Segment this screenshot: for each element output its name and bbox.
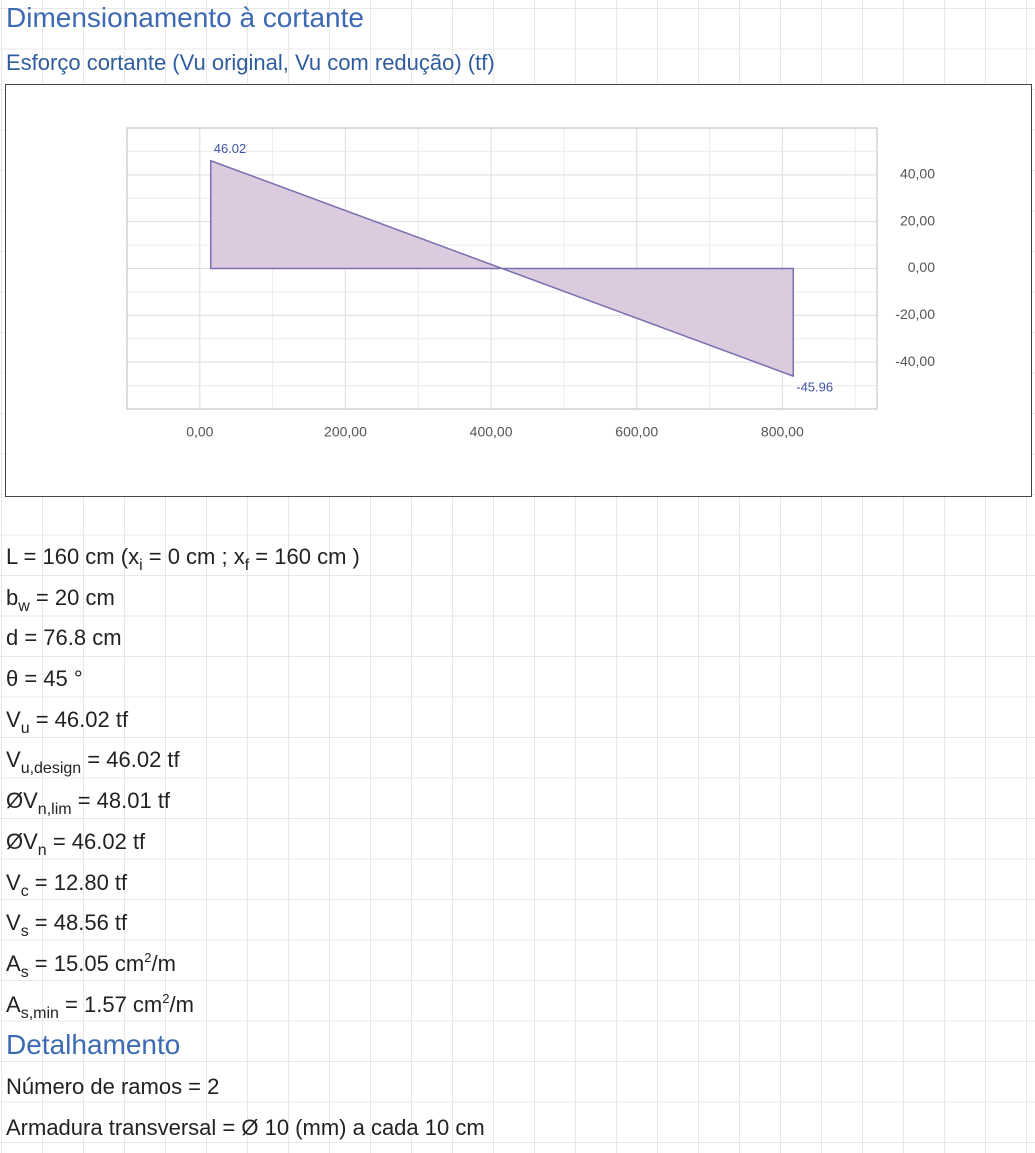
text: = 46.02 tf: [29, 706, 129, 732]
chart: 0,00 200,00 400,00 600,00 800,00 40,00 20,00 0,…: [126, 127, 935, 440]
x-tick-label: 200,00: [324, 424, 367, 440]
result-line: L = 160 cm (xi = 0 cm ; xf = 160 cm ): [6, 537, 485, 578]
x-tick-label: 0,00: [186, 424, 213, 440]
subscript: f: [244, 557, 250, 574]
text: = 1.57 cm: [58, 991, 163, 1017]
subscript: u,design: [20, 760, 82, 778]
subscript: c: [20, 882, 29, 900]
text: V: [6, 747, 21, 773]
subtitle: Esforço cortante (Vu original, Vu com re…: [6, 50, 495, 75]
chart-box: 0,00 200,00 400,00 600,00 800,00 40,00 20,00 0,…: [5, 84, 1032, 497]
y-tick-label: 20,00: [900, 212, 935, 228]
text: = 46.02 tf: [81, 747, 180, 773]
result-line: ØVn = 46.02 tf: [6, 822, 485, 863]
x-tick-label: 600,00: [615, 424, 658, 440]
data-label: -45.96: [796, 380, 833, 395]
result-line: As = 15.05 cm2/m: [6, 944, 485, 985]
subscript: s,min: [20, 1004, 59, 1022]
text: V: [6, 869, 21, 895]
result-line: Vs = 48.56 tf: [6, 903, 485, 944]
superscript: 2: [162, 990, 170, 1006]
x-tick-label: 400,00: [470, 424, 513, 440]
text: = 48.56 tf: [28, 910, 128, 936]
y-tick-label: -40,00: [895, 353, 935, 369]
text: = 12.80 tf: [28, 869, 128, 895]
text: V: [6, 706, 21, 732]
result-line: ØVn,lim = 48.01 tf: [6, 781, 485, 822]
y-tick-label: 40,00: [900, 166, 935, 182]
subscript: s: [20, 923, 29, 941]
text: /m: [151, 950, 176, 976]
text: /m: [169, 991, 194, 1017]
result-line: Vu,design = 46.02 tf: [6, 740, 485, 781]
text: = 15.05 cm: [28, 950, 145, 976]
area: [209, 159, 795, 378]
text: = 160 cm ): [249, 544, 360, 569]
section-title: Detalhamento: [6, 1029, 181, 1061]
result-line: d = 76.8 cm: [6, 618, 485, 659]
x-tick-label: 800,00: [761, 424, 804, 440]
text: A: [6, 991, 21, 1017]
subscript: s: [20, 963, 29, 981]
subscript: u: [20, 719, 30, 737]
text: d = 76.8 cm: [6, 625, 122, 651]
text: = 20 cm: [29, 584, 115, 610]
text: = 0 cm ; x: [142, 544, 245, 569]
results: L = 160 cm (xi = 0 cm ; xf = 160 cm ) bw …: [6, 537, 485, 1149]
subscript: n: [37, 841, 47, 859]
text: θ = 45 °: [6, 666, 83, 692]
text: L = 160 cm (x: [6, 544, 140, 569]
plot-frame: [126, 127, 878, 410]
title: Dimensionamento à cortante: [6, 2, 364, 33]
y-tick-label: -20,00: [895, 306, 935, 322]
subscript: w: [18, 597, 30, 615]
text: b: [6, 584, 19, 610]
result-line: Vc = 12.80 tf: [6, 863, 485, 904]
text: ØV: [6, 788, 38, 814]
result-line: θ = 45 °: [6, 659, 485, 700]
result-line: bw = 20 cm: [6, 578, 485, 619]
superscript: 2: [144, 949, 152, 965]
result-line: As,min = 1.57 cm2/m: [6, 985, 485, 1026]
detail-line: Armadura transversal = Ø 10 (mm) a cada …: [6, 1114, 485, 1140]
subscript: i: [139, 557, 143, 574]
data-label: 46.02: [214, 141, 247, 156]
text: ØV: [6, 828, 38, 854]
result-line: Vu = 46.02 tf: [6, 700, 485, 741]
y-tick-label: 0,00: [908, 259, 935, 275]
text: A: [6, 950, 21, 976]
detail-line: Número de ramos = 2: [6, 1074, 220, 1100]
subscript: n,lim: [37, 801, 72, 819]
text: = 46.02 tf: [46, 828, 146, 854]
text: = 48.01 tf: [71, 788, 171, 814]
text: V: [6, 910, 21, 936]
